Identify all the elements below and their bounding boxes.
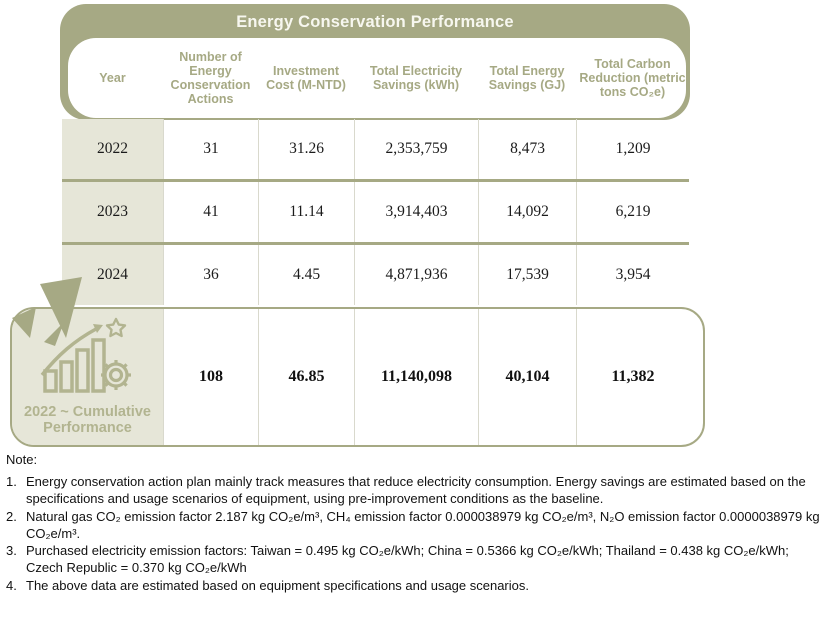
actions-cell: 31	[163, 119, 258, 179]
column-header-energy: Total Energy Savings (GJ)	[488, 63, 566, 92]
electricity-cell: 3,914,403	[354, 182, 478, 242]
table-row-2023: 2023 41 11.14 3,914,403 14,092 6,219	[62, 182, 689, 245]
electricity-cell: 2,353,759	[354, 119, 478, 179]
note-item-2: 2. Natural gas CO₂ emission factor 2.187…	[6, 509, 826, 543]
cumulative-performance-box: 2022 ~ Cumulative Performance 108 46.85 …	[10, 307, 705, 447]
table-header: Year Number of Energy Conservation Actio…	[68, 38, 686, 118]
investment-cell: 4.45	[258, 245, 354, 305]
actions-cell: 41	[163, 182, 258, 242]
cumulative-investment-cell: 46.85	[258, 309, 354, 445]
note-text: Energy conservation action plan mainly t…	[26, 473, 806, 506]
year-cell: 2022	[62, 119, 163, 179]
cumulative-label: 2022 ~ Cumulative Performance	[24, 404, 151, 437]
energy-cell: 17,539	[478, 245, 576, 305]
note-text: Purchased electricity emission factors: …	[26, 543, 789, 576]
actions-cell: 36	[163, 245, 258, 305]
growth-chart-gear-star-icon	[40, 317, 131, 393]
note-text: The above data are estimated based on eq…	[26, 578, 529, 594]
column-header-carbon: Total Carbon Reduction (metric tons CO₂e…	[579, 56, 686, 100]
electricity-cell: 4,871,936	[354, 245, 478, 305]
column-header-actions: Number of Energy Conservation Actions	[170, 49, 251, 107]
note-item-1: 1. Energy conservation action plan mainl…	[6, 474, 826, 508]
column-header-year: Year	[99, 70, 126, 85]
cumulative-header-cell: 2022 ~ Cumulative Performance	[12, 309, 163, 445]
note-number: 4.	[6, 578, 17, 594]
note-number: 2.	[6, 508, 17, 524]
carbon-cell: 1,209	[576, 119, 689, 179]
note-number: 1.	[6, 473, 17, 489]
cumulative-electricity-cell: 11,140,098	[354, 309, 478, 445]
note-number: 3.	[6, 543, 17, 559]
cumulative-actions-cell: 108	[163, 309, 258, 445]
note-item-3: 3. Purchased electricity emission factor…	[6, 543, 826, 577]
table-row-2024: 2024 36 4.45 4,871,936 17,539 3,954	[62, 245, 689, 305]
cumulative-energy-cell: 40,104	[478, 309, 576, 445]
carbon-cell: 6,219	[576, 182, 689, 242]
burst-arrow-icon	[12, 277, 82, 346]
energy-cell: 8,473	[478, 119, 576, 179]
note-text: Natural gas CO₂ emission factor 2.187 kg…	[26, 508, 820, 541]
table-body: 2022 31 31.26 2,353,759 8,473 1,209 2023…	[62, 119, 689, 305]
investment-cell: 11.14	[258, 182, 354, 242]
energy-cell: 14,092	[478, 182, 576, 242]
table-row-2022: 2022 31 31.26 2,353,759 8,473 1,209	[62, 119, 689, 182]
notes-section: Note: 1. Energy conservation action plan…	[6, 452, 826, 596]
year-cell: 2023	[62, 182, 163, 242]
page-title: Energy Conservation Performance	[236, 12, 514, 31]
investment-cell: 31.26	[258, 119, 354, 179]
column-header-investment: Investment Cost (M-NTD)	[266, 63, 346, 92]
year-cell: 2024	[62, 245, 163, 305]
carbon-cell: 3,954	[576, 245, 689, 305]
cumulative-carbon-cell: 11,382	[576, 309, 689, 445]
note-item-4: 4. The above data are estimated based on…	[6, 578, 826, 595]
notes-heading: Note:	[6, 452, 38, 467]
column-header-electricity: Total Electricity Savings (kWh)	[369, 63, 463, 92]
